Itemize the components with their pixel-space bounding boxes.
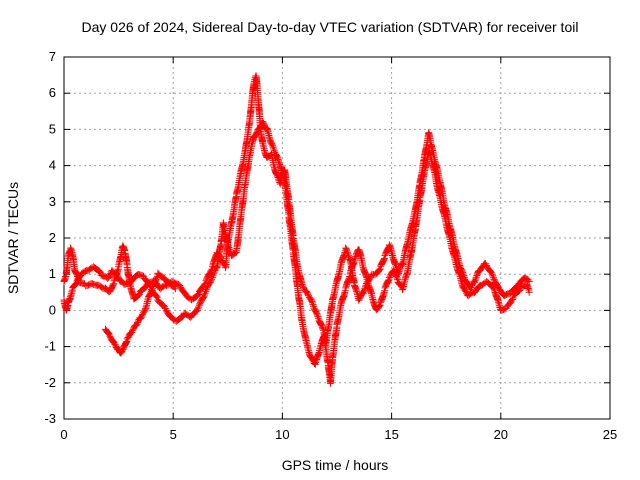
axis-ticks (63, 56, 611, 420)
x-tick-label: 5 (170, 427, 177, 442)
y-tick-label: -1 (44, 339, 56, 354)
x-tick-label: 10 (275, 427, 289, 442)
y-tick-label: -3 (44, 411, 56, 426)
chart-title: Day 026 of 2024, Sidereal Day-to-day VTE… (82, 19, 579, 35)
grid-lines (64, 57, 610, 419)
y-tick-label: 5 (49, 121, 56, 136)
sdtvar-markers (60, 72, 533, 387)
x-tick-label: 0 (60, 427, 67, 442)
x-tick-label: 20 (494, 427, 508, 442)
x-tick-label: 15 (384, 427, 398, 442)
y-axis-label: SDTVAR / TECUs (5, 182, 21, 294)
y-tick-label: 2 (49, 230, 56, 245)
y-tick-label: 6 (49, 85, 56, 100)
y-tick-label: -2 (44, 375, 56, 390)
y-tick-label: 7 (49, 49, 56, 64)
y-tick-label: 3 (49, 194, 56, 209)
y-tick-label: 4 (49, 158, 56, 173)
x-axis-label: GPS time / hours (282, 457, 389, 473)
y-tick-label: 1 (49, 266, 56, 281)
y-tick-label: 0 (49, 302, 56, 317)
data-points (60, 72, 533, 387)
x-tick-label: 25 (603, 427, 617, 442)
axis-tick-labels: 0 5 10 15 20 25 -3 -2 -1 0 1 2 3 4 5 6 7 (44, 49, 617, 442)
